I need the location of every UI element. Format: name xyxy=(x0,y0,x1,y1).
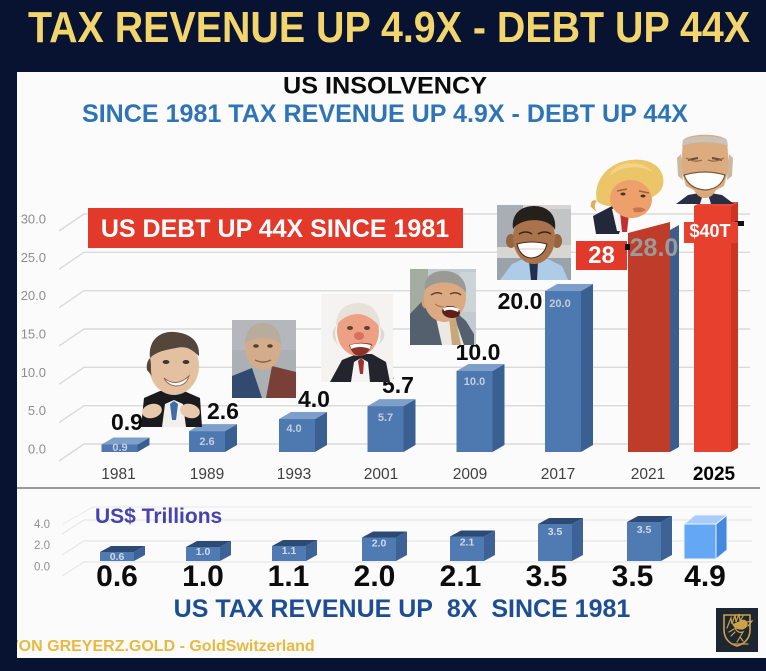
svg-text:28: 28 xyxy=(588,242,615,269)
svg-text:0.9: 0.9 xyxy=(112,442,127,454)
svg-text:20.0: 20.0 xyxy=(498,288,543,314)
svg-text:2.6: 2.6 xyxy=(207,398,239,424)
svg-text:2.0: 2.0 xyxy=(34,540,50,552)
svg-text:1989: 1989 xyxy=(190,466,224,483)
svg-text:30.0: 30.0 xyxy=(21,212,46,227)
svg-text:TAX REVENUE UP 4.9X - DEBT UP: TAX REVENUE UP 4.9X - DEBT UP 44X xyxy=(28,3,750,52)
svg-text:15.0: 15.0 xyxy=(21,327,46,342)
svg-text:28.0: 28.0 xyxy=(630,234,679,262)
svg-text:US INSOLVENCY: US INSOLVENCY xyxy=(283,73,487,100)
svg-text:US$ Trillions: US$ Trillions xyxy=(95,505,222,528)
svg-text:3.5: 3.5 xyxy=(548,526,563,538)
svg-text:4.0: 4.0 xyxy=(34,519,50,531)
svg-text:25.0: 25.0 xyxy=(21,250,46,265)
svg-text:4.9: 4.9 xyxy=(684,560,726,593)
svg-text:1993: 1993 xyxy=(277,466,311,483)
svg-text:1981: 1981 xyxy=(101,466,135,483)
svg-text:3.5: 3.5 xyxy=(637,524,652,536)
svg-text:2017: 2017 xyxy=(541,466,575,483)
svg-text:SINCE 1981 TAX REVENUE UP 4.9X: SINCE 1981 TAX REVENUE UP 4.9X - DEBT UP… xyxy=(82,100,688,128)
svg-text:4.0: 4.0 xyxy=(298,386,330,412)
svg-text:2.6: 2.6 xyxy=(199,436,214,448)
svg-text:3.5: 3.5 xyxy=(526,560,568,593)
svg-text:0.0: 0.0 xyxy=(28,442,46,457)
svg-text:2009: 2009 xyxy=(453,466,487,483)
svg-text:$40T: $40T xyxy=(689,221,730,241)
svg-text:2025: 2025 xyxy=(693,464,736,485)
svg-text:5.7: 5.7 xyxy=(378,412,393,424)
svg-text:US DEBT UP 44X SINCE 1981: US DEBT UP 44X SINCE 1981 xyxy=(101,215,449,243)
svg-text:10.0: 10.0 xyxy=(464,376,485,388)
svg-text:1.0: 1.0 xyxy=(182,560,224,593)
svg-text:0.0: 0.0 xyxy=(34,562,50,574)
svg-text:5.0: 5.0 xyxy=(28,403,46,418)
svg-text:0.6: 0.6 xyxy=(96,560,138,593)
svg-text:4.0: 4.0 xyxy=(286,423,301,435)
svg-text:1.1: 1.1 xyxy=(268,560,310,593)
svg-text:2.1: 2.1 xyxy=(460,537,475,549)
svg-text:US TAX REVENUE UP 8X SINCE 1: US TAX REVENUE UP 8X SINCE 1981 xyxy=(174,595,631,623)
svg-text:2021: 2021 xyxy=(631,466,665,483)
svg-text:2.0: 2.0 xyxy=(372,538,387,550)
svg-text:0.9: 0.9 xyxy=(111,409,143,435)
svg-text:2.0: 2.0 xyxy=(354,560,396,593)
svg-text:VON GREYERZ.GOLD - GoldSwitzer: VON GREYERZ.GOLD - GoldSwitzerland xyxy=(8,638,315,655)
svg-text:0.6: 0.6 xyxy=(110,551,125,563)
svg-text:1.1: 1.1 xyxy=(282,545,297,557)
svg-text:10.0: 10.0 xyxy=(21,365,46,380)
svg-text:2.1: 2.1 xyxy=(440,560,482,593)
svg-text:3.5: 3.5 xyxy=(612,560,654,593)
svg-text:1.0: 1.0 xyxy=(196,546,211,558)
svg-text:20.0: 20.0 xyxy=(21,288,46,303)
svg-text:2001: 2001 xyxy=(364,466,398,483)
svg-text:20.0: 20.0 xyxy=(549,298,570,310)
